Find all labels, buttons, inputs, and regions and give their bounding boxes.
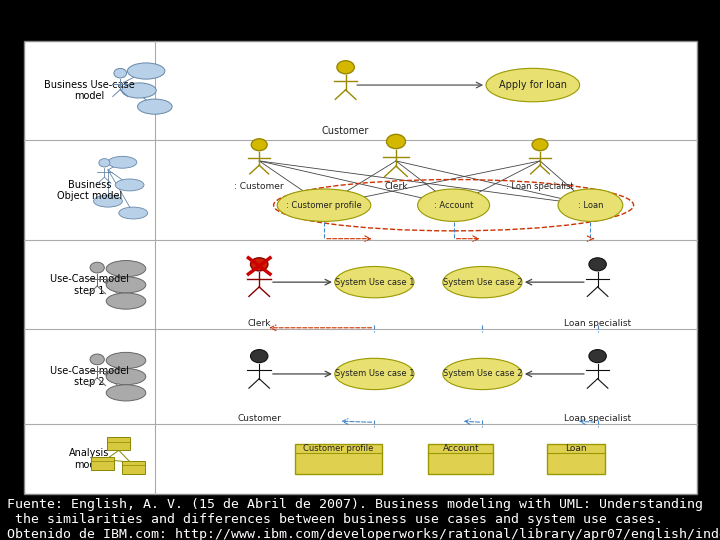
Text: : Loan: : Loan [577,201,603,210]
Text: Analysis
model: Analysis model [69,448,109,470]
Ellipse shape [335,359,414,390]
Circle shape [90,262,104,273]
Text: Loan specialist: Loan specialist [564,414,631,423]
Text: System Use case 1: System Use case 1 [335,278,414,287]
Text: Apply for loan: Apply for loan [499,80,567,90]
Text: : Account: : Account [434,201,473,210]
Text: Clerk: Clerk [248,320,271,328]
Ellipse shape [107,352,145,368]
Bar [91,457,114,470]
Text: : Customer: : Customer [235,183,284,191]
Ellipse shape [108,156,137,168]
Ellipse shape [122,83,156,98]
Circle shape [532,139,548,151]
Text: Business Use-case
model: Business Use-case model [44,79,135,102]
Text: System Use case 2: System Use case 2 [443,278,522,287]
Text: : Customer profile: : Customer profile [286,201,362,210]
Text: System Use case 2: System Use case 2 [443,369,522,379]
Circle shape [589,349,606,363]
Ellipse shape [94,195,122,207]
Circle shape [251,139,267,151]
Text: Customer: Customer [322,126,369,136]
Bar [547,444,605,474]
Bar [428,444,493,474]
Text: Business
Object model: Business Object model [57,179,122,201]
Text: Loan: Loan [565,444,587,453]
Ellipse shape [486,68,580,102]
Circle shape [387,134,405,149]
Text: Use-Case model
step 1: Use-Case model step 1 [50,274,129,296]
Circle shape [114,69,127,78]
Text: Fuente: English, A. V. (15 de Abril de 2007). Business modeling with UML: Unders: Fuente: English, A. V. (15 de Abril de 2… [7,498,703,511]
Text: Loan specialist: Loan specialist [564,320,631,328]
Ellipse shape [443,359,522,390]
Text: Obtenido de IBM.com: http://www.ibm.com/developerworks/rational/library/apr07/en: Obtenido de IBM.com: http://www.ibm.com/… [7,528,720,540]
Text: Account: Account [443,444,479,453]
Ellipse shape [335,266,414,298]
Ellipse shape [127,63,165,79]
Ellipse shape [115,179,144,191]
Text: Use-Case model
step 2: Use-Case model step 2 [50,366,129,388]
Circle shape [99,159,110,167]
Circle shape [589,258,606,271]
Ellipse shape [277,189,371,221]
Ellipse shape [107,384,145,401]
Ellipse shape [107,293,145,309]
Circle shape [251,258,268,271]
Bar [122,461,145,474]
Ellipse shape [119,207,148,219]
Ellipse shape [107,276,145,293]
Circle shape [90,354,104,364]
Bar [295,444,382,474]
Text: Customer: Customer [238,414,281,423]
Ellipse shape [418,189,490,221]
Text: System Use case 1: System Use case 1 [335,369,414,379]
Text: Customer profile: Customer profile [303,444,374,453]
Ellipse shape [107,368,145,384]
Bar [24,40,697,494]
Circle shape [337,60,354,74]
Text: the similarities and differences between business use cases and system use cases: the similarities and differences between… [7,513,663,526]
Bar [107,437,130,450]
Ellipse shape [107,260,145,276]
Ellipse shape [443,266,522,298]
Text: Clerk: Clerk [384,183,408,191]
Circle shape [251,349,268,363]
Ellipse shape [558,189,623,221]
Text: : Loan specialist: : Loan specialist [506,183,574,191]
Ellipse shape [138,99,172,114]
